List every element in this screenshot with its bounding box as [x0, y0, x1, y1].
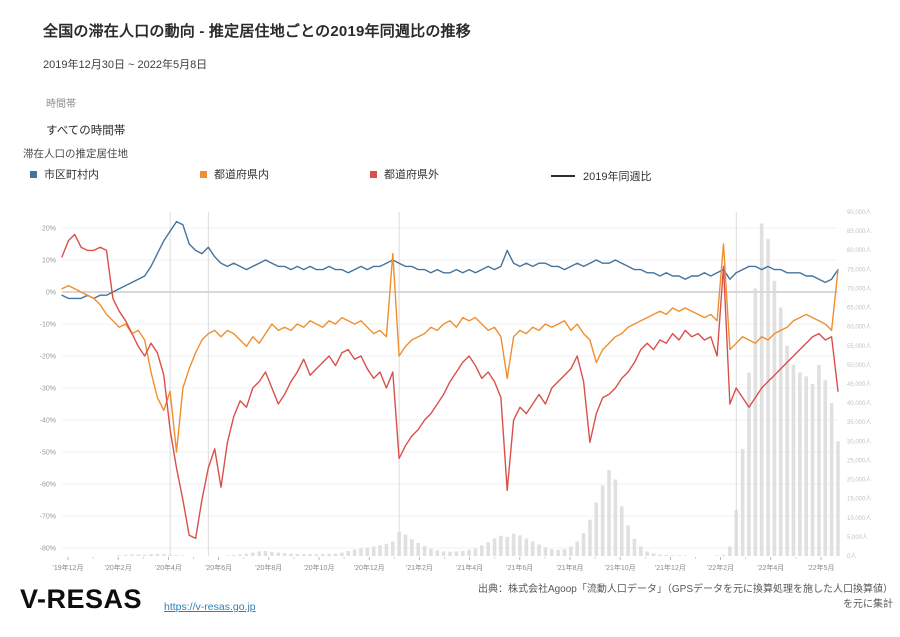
svg-text:45,000人: 45,000人 [847, 381, 871, 388]
weekly-cases-bars [117, 223, 840, 556]
svg-text:75,000人: 75,000人 [847, 266, 871, 273]
svg-text:'20年2月: '20年2月 [105, 563, 132, 572]
svg-text:'21年6月: '21年6月 [506, 563, 533, 572]
orange-square-icon [200, 170, 207, 178]
red-square-icon [370, 170, 377, 178]
svg-text:65,000人: 65,000人 [847, 305, 871, 312]
source-line-1: 出典：株式会社Agoop「流動人口データ」（GPSデータを元に換算処理を施した人… [477, 584, 893, 595]
series-line-2 [61, 233, 839, 540]
svg-text:-80%: -80% [40, 546, 56, 553]
time-band-label: 時間帯 [46, 99, 76, 110]
svg-text:0人: 0人 [847, 553, 856, 560]
svg-text:55,000人: 55,000人 [847, 343, 871, 350]
legend-item-reference-line: 2019年同週比 [551, 168, 651, 184]
blue-square-icon [30, 170, 37, 178]
page-title: 全国の滞在人口の動向 - 推定居住地ごとの2019年同週比の推移 [43, 23, 471, 40]
date-range: 2019年12月30日 ~ 2022年5月8日 [43, 59, 208, 71]
v-resas-logo: V-RESAS [20, 584, 143, 614]
svg-text:'21年2月: '21年2月 [406, 563, 433, 572]
legend-item-label: 都道府県内 [214, 169, 269, 181]
svg-text:15,000人: 15,000人 [847, 496, 871, 503]
trend-chart-svg: 20% 10% 0% -10% -20% -30% -40% -50% -60% -70% -80%… [40, 209, 872, 572]
svg-text:35,000人: 35,000人 [847, 419, 871, 426]
svg-text:70,000人: 70,000人 [847, 285, 871, 292]
svg-text:-50%: -50% [40, 450, 56, 457]
svg-text:'20年4月: '20年4月 [155, 563, 182, 572]
svg-text:5,000人: 5,000人 [847, 534, 868, 541]
right-axis-labels: 90,000人 85,000人 80,000人 75,000人 70,000人 65,00… [847, 209, 871, 560]
svg-text:'22年2月: '22年2月 [707, 563, 734, 572]
reference-line-icon [551, 175, 575, 177]
gridlines: 20% 10% 0% -10% -20% -30% -40% -50% -60% -70% -80% [40, 226, 838, 553]
population-trend-chart: 20% 10% 0% -10% -20% -30% -40% -50% -60% -70% -80%… [0, 200, 900, 600]
legend-item-within-prefecture: 都道府県内 [200, 166, 269, 182]
svg-text:'22年5月: '22年5月 [807, 563, 834, 572]
site-url-link[interactable]: https://v-resas.go.jp [164, 601, 256, 613]
source-line-2: を元に集計 [843, 599, 893, 610]
svg-text:-60%: -60% [40, 482, 56, 489]
svg-text:-40%: -40% [40, 418, 56, 425]
time-band-select[interactable]: すべての時間帯 [46, 125, 126, 137]
svg-text:'19年12月: '19年12月 [53, 563, 84, 572]
svg-text:'20年10月: '20年10月 [304, 563, 335, 572]
svg-text:'20年8月: '20年8月 [255, 563, 282, 572]
svg-text:'21年4月: '21年4月 [456, 563, 483, 572]
svg-text:10%: 10% [42, 258, 56, 265]
svg-text:90,000人: 90,000人 [847, 209, 871, 216]
svg-text:'20年6月: '20年6月 [205, 563, 232, 572]
data-source-note: 出典：株式会社Agoop「流動人口データ」（GPSデータを元に換算処理を施した人… [413, 582, 893, 612]
series-line-1 [61, 243, 839, 453]
svg-text:60,000人: 60,000人 [847, 324, 871, 331]
svg-text:-20%: -20% [40, 354, 56, 361]
svg-text:-70%: -70% [40, 514, 56, 521]
legend-item-within-municipality: 市区町村内 [30, 166, 99, 182]
svg-text:20,000人: 20,000人 [847, 477, 871, 484]
svg-text:10,000人: 10,000人 [847, 515, 871, 522]
legend-title: 滞在人口の推定居住地 [23, 148, 128, 160]
svg-text:80,000人: 80,000人 [847, 247, 871, 254]
reference-vlines [169, 212, 737, 556]
legend-item-label: 都道府県外 [384, 169, 439, 181]
svg-text:'20年12月: '20年12月 [354, 563, 385, 572]
svg-text:30,000人: 30,000人 [847, 438, 871, 445]
svg-text:'21年10月: '21年10月 [605, 563, 636, 572]
legend-reference-label: 2019年同週比 [583, 171, 652, 183]
x-axis-labels: '19年12月 '20年2月 '20年4月 '20年6月 '20年8月 '20年10月 '2… [53, 557, 835, 572]
svg-text:25,000人: 25,000人 [847, 457, 871, 464]
series-line-0 [61, 220, 839, 300]
legend-item-outside-prefecture: 都道府県外 [370, 166, 439, 182]
svg-text:40,000人: 40,000人 [847, 400, 871, 407]
svg-text:20%: 20% [42, 226, 56, 233]
svg-text:0%: 0% [46, 290, 56, 297]
svg-text:50,000人: 50,000人 [847, 362, 871, 369]
svg-text:'22年4月: '22年4月 [757, 563, 784, 572]
svg-text:-10%: -10% [40, 322, 56, 329]
svg-text:-30%: -30% [40, 386, 56, 393]
svg-text:'21年12月: '21年12月 [655, 563, 686, 572]
svg-text:'21年8月: '21年8月 [556, 563, 583, 572]
svg-text:85,000人: 85,000人 [847, 228, 871, 235]
legend-item-label: 市区町村内 [44, 169, 99, 181]
